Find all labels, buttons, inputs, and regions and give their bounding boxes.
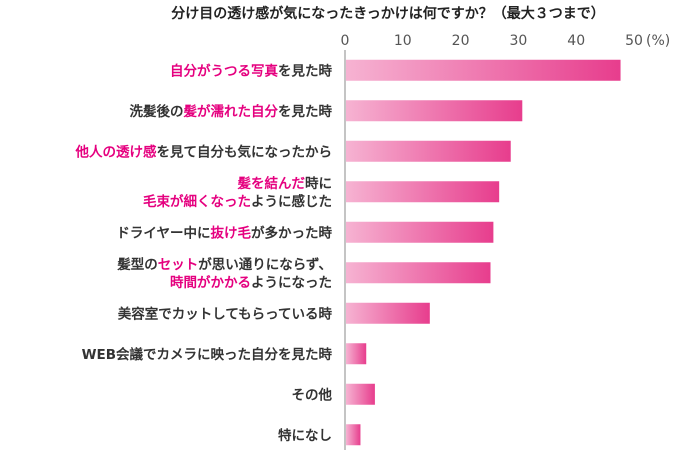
bar <box>346 343 367 365</box>
bars <box>346 59 621 446</box>
bar <box>346 302 430 324</box>
bar <box>346 383 375 405</box>
bar <box>346 221 494 243</box>
x-tick-label: 20 <box>452 33 470 49</box>
x-tick-label: 0 <box>341 33 350 49</box>
category-label: ドライヤー中に抜け毛が多かった時 <box>116 224 332 241</box>
category-label: 時間がかかるようになった <box>170 274 332 291</box>
category-label: 美容室でカットしてもらっている時 <box>118 305 333 322</box>
bar <box>346 181 500 203</box>
category-label: 毛束が細くなったように感じた <box>143 193 332 210</box>
category-label: WEB会議でカメラに映った自分を見た時 <box>82 346 333 363</box>
chart-title: 分け目の透け感が気になったきっかけは何ですか？（最大３つまで） <box>171 5 604 22</box>
x-axis-ticks: 0 10 20 30 40 50 (%) <box>341 33 671 49</box>
category-label: 髪型のセットが思い通りにならず、 <box>116 256 332 273</box>
category-label: 他人の透け感を見て自分も気になったから <box>75 143 333 160</box>
category-label: 自分がうつる写真を見た時 <box>170 62 332 79</box>
category-labels: 自分がうつる写真を見た時洗髪後の髪が濡れた自分を見た時他人の透け感を見て自分も気… <box>75 62 333 444</box>
x-tick-label: 40 <box>567 33 585 49</box>
x-tick-label: 50 <box>625 33 643 49</box>
category-label: その他 <box>292 386 333 403</box>
category-label: 洗髪後の髪が濡れた自分を見た時 <box>130 103 333 120</box>
bar <box>346 262 491 284</box>
bar <box>346 140 511 162</box>
x-tick-label: 30 <box>509 33 527 49</box>
bar <box>346 59 621 81</box>
x-tick-label: 10 <box>394 33 412 49</box>
bar <box>346 424 361 446</box>
category-label: 髪を結んだ時に <box>237 175 333 192</box>
x-unit-label: (%) <box>646 33 670 49</box>
category-label: 特になし <box>278 427 332 444</box>
bar <box>346 100 523 122</box>
